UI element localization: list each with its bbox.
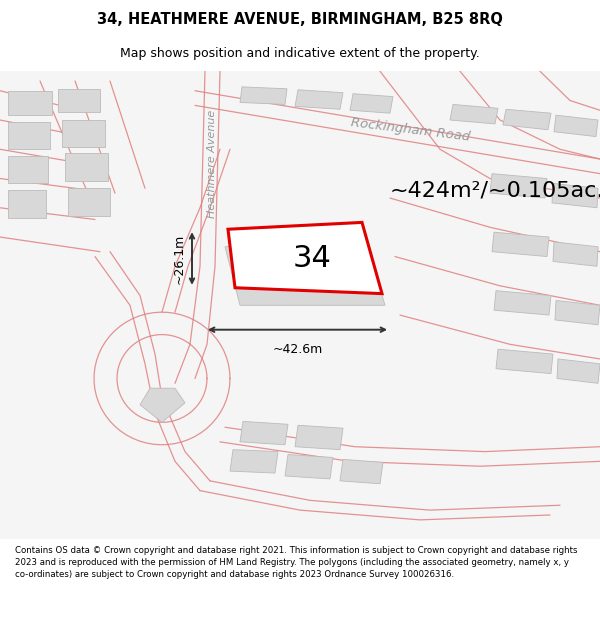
Polygon shape (8, 91, 52, 115)
Polygon shape (230, 449, 278, 473)
Text: Rockingham Road: Rockingham Road (350, 116, 470, 144)
Text: Contains OS data © Crown copyright and database right 2021. This information is : Contains OS data © Crown copyright and d… (15, 546, 577, 579)
Polygon shape (503, 109, 551, 130)
Text: Map shows position and indicative extent of the property.: Map shows position and indicative extent… (120, 47, 480, 60)
Polygon shape (58, 89, 100, 112)
Polygon shape (490, 174, 547, 198)
Text: ~26.1m: ~26.1m (173, 233, 186, 284)
Polygon shape (554, 115, 598, 137)
Polygon shape (240, 421, 288, 445)
Polygon shape (8, 122, 50, 149)
Polygon shape (240, 87, 287, 104)
Text: Heathmere Avenue: Heathmere Avenue (207, 110, 217, 218)
Polygon shape (8, 190, 46, 218)
Polygon shape (295, 425, 343, 449)
Polygon shape (62, 120, 105, 148)
Polygon shape (552, 183, 598, 208)
Polygon shape (140, 388, 185, 422)
Polygon shape (225, 237, 385, 305)
Polygon shape (494, 291, 551, 315)
Polygon shape (350, 94, 393, 113)
Polygon shape (285, 454, 333, 479)
Polygon shape (492, 232, 549, 256)
Polygon shape (555, 301, 600, 325)
Polygon shape (65, 153, 108, 181)
Text: ~424m²/~0.105ac.: ~424m²/~0.105ac. (390, 180, 600, 200)
Polygon shape (8, 156, 48, 183)
Polygon shape (450, 104, 498, 124)
Polygon shape (68, 188, 110, 216)
Text: 34, HEATHMERE AVENUE, BIRMINGHAM, B25 8RQ: 34, HEATHMERE AVENUE, BIRMINGHAM, B25 8R… (97, 12, 503, 28)
Polygon shape (553, 242, 598, 266)
Polygon shape (295, 90, 343, 109)
Polygon shape (496, 349, 553, 374)
Polygon shape (228, 222, 382, 294)
Polygon shape (340, 459, 383, 484)
Text: ~42.6m: ~42.6m (272, 343, 323, 356)
Polygon shape (557, 359, 600, 383)
Text: 34: 34 (292, 244, 331, 272)
